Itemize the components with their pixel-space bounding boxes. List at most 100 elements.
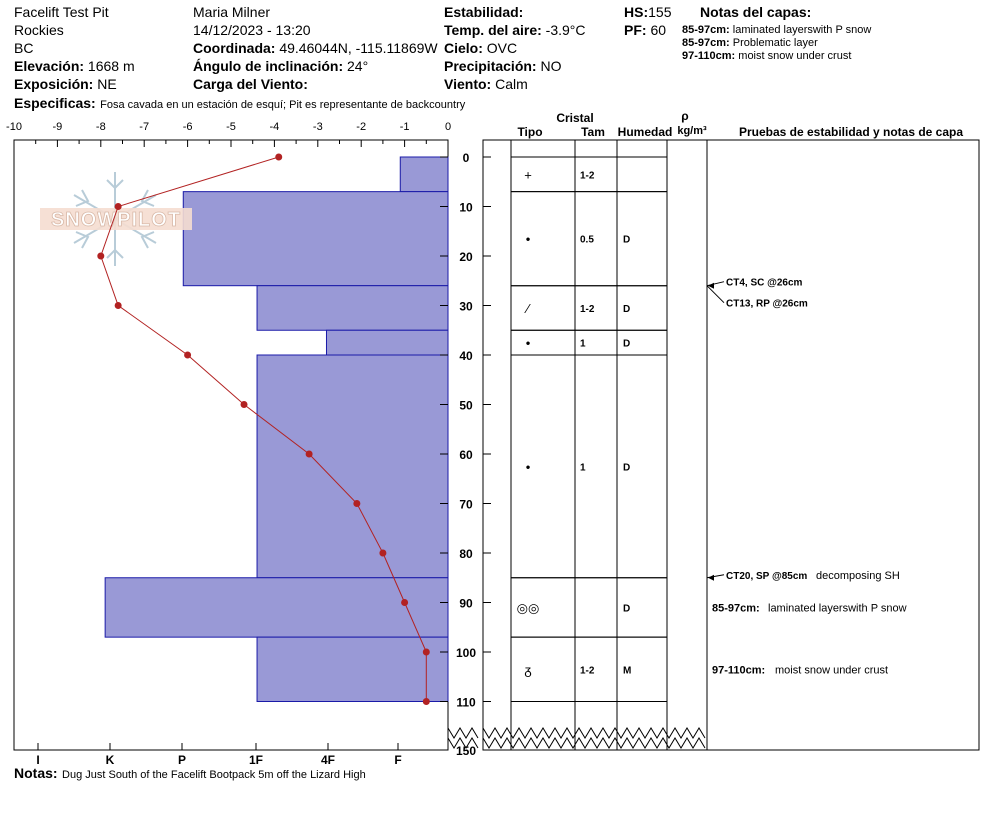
layer-note-text: laminated layerswith P snow [732,24,872,36]
layer-comment-text: moist snow under crust [775,664,888,676]
depth-tick-label: 60 [459,448,473,462]
hardness-bar [256,285,449,331]
precip-value: NO [540,58,562,74]
layer-comment-text: laminated layerswith P snow [768,602,907,614]
header-density-unit: kg/m³ [677,125,707,137]
temp-tick-label: -3 [313,121,323,133]
depth-tick-label: 100 [456,646,476,660]
header-type: Tipo [517,125,542,139]
grain-size: 1-2 [580,304,595,315]
hardness-tick-label: 1F [249,753,263,767]
grain-type: • [526,232,531,247]
depth-tick-label: 50 [459,399,473,413]
hs-value: 155 [648,4,672,20]
axis-break-line [482,727,706,739]
temp-tick-label: -8 [96,121,106,133]
elevation-value: 1668 m [87,58,135,74]
precip-label: Precipitación: [444,58,537,74]
header-tests: Pruebas de estabilidad y notas de capa [739,125,963,139]
depth-tick-label: 80 [459,547,473,561]
temp-tick-label: -9 [53,121,63,133]
hardness-axis: I K P 1F 4F F [36,743,402,767]
temperature-point [275,153,283,161]
axis-break-line [447,727,479,739]
layer-comment-range: 85-97cm: [712,602,760,614]
depth-tick-label: 40 [459,349,473,363]
moisture: D [623,304,630,315]
temperature-axis: -10 -9 -8 -7 -6 -5 -4 -3 -2 -1 0 [6,121,451,147]
grain-type: ⁄ [524,301,531,316]
temp-tick-label: -7 [139,121,149,133]
notes-value: Dug Just South of the Facelift Bootpack … [62,769,366,781]
hardness-bars [104,156,449,703]
temperature-point [114,203,122,210]
temperature-point [422,648,430,656]
hardness-bar [325,329,449,356]
precip-row: Precipitación: NO [444,58,561,74]
site-name: Facelift Test Pit [14,4,109,20]
layer-notes-title: Notas del capas: [700,4,812,20]
pf-row: PF: 60 [624,22,666,38]
temp-tick-label: -6 [183,121,193,133]
header-crystal: Cristal [556,111,593,125]
depth-tick-label: 150 [456,744,476,758]
elevation-label: Elevación: [14,58,85,74]
aspect-row: Exposición: NE [14,76,117,92]
temperature-point [305,450,313,458]
layer-note: 85-97cm: Problematic layer [682,37,818,49]
grain-size: 1 [580,462,586,473]
stability-row: Estabilidad: [444,4,523,20]
layer-table-rows: +1-2 • 0.5 D ⁄ 1-2 D • 1 D • 1 D ◎◎ Dᵹ 1-2 M [511,156,667,702]
layer-note: 97-110cm: moist snow under crust [682,50,851,62]
temp-tick-label: -4 [270,121,280,133]
air-temp-label: Temp. del aire: [444,22,542,38]
site-state: BC [14,40,34,56]
aspect-value: NE [97,76,117,92]
logo-text: SNOWPILOT [51,209,181,231]
moisture: D [623,462,630,473]
temperature-point [184,351,192,359]
grain-type: ◎◎ [517,600,540,615]
coord-label: Coordinada: [193,40,276,56]
specifics-label: Especificas: [14,95,96,111]
temp-tick-label: -2 [356,121,366,133]
sky-row: Cielo: OVC [444,40,518,56]
hs-row: HS:155 [624,4,671,20]
coord-value: 49.46044N, -115.11869W [279,40,438,56]
test-arrow [708,574,714,581]
site-range: Rockies [14,22,64,38]
specifics-row: Especificas: Fosa cavada en un estación … [14,95,465,113]
hardness-bar [104,577,449,638]
depth-tick-label: 90 [459,597,473,611]
layer-table-frame [482,139,980,751]
grain-type: • [526,459,531,474]
layer-note-range: 85-97cm: [682,37,730,49]
observer-name: Maria Milner [193,4,271,20]
grain-size: 1-2 [580,170,595,181]
elevation-row: Elevación: 1668 m [14,58,135,74]
temp-tick-label: 0 [445,121,451,133]
temperature-point [401,599,409,606]
snowpilot-logo: SNOWPILOT [40,172,192,266]
aspect-label: Exposición: [14,76,94,92]
depth-axis: 0 10 20 30 40 50 60 70 80 90 100 110 150 [440,151,491,758]
moisture: D [623,603,630,614]
test-leader [706,285,725,304]
test-label: CT13, RP @26cm [726,299,808,310]
air-temp-value: -3.9°C [545,22,586,38]
temperature-point [353,500,361,507]
depth-tick-label: 0 [463,151,470,165]
temperature-point [97,252,105,260]
hardness-tick-label: P [178,753,186,767]
layer-note-range: 97-110cm: [682,50,736,62]
temperature-point [422,698,430,705]
moisture: D [623,339,630,350]
temperature-profile [97,153,430,705]
temp-tick-label: -10 [6,121,22,133]
depth-tick-label: 20 [459,250,473,264]
test-label: CT20, SP @85cm [726,571,807,582]
temp-tick-label: -1 [400,121,410,133]
layer-note-text: Problematic layer [732,37,818,49]
hardness-tick-label: I [36,753,39,767]
